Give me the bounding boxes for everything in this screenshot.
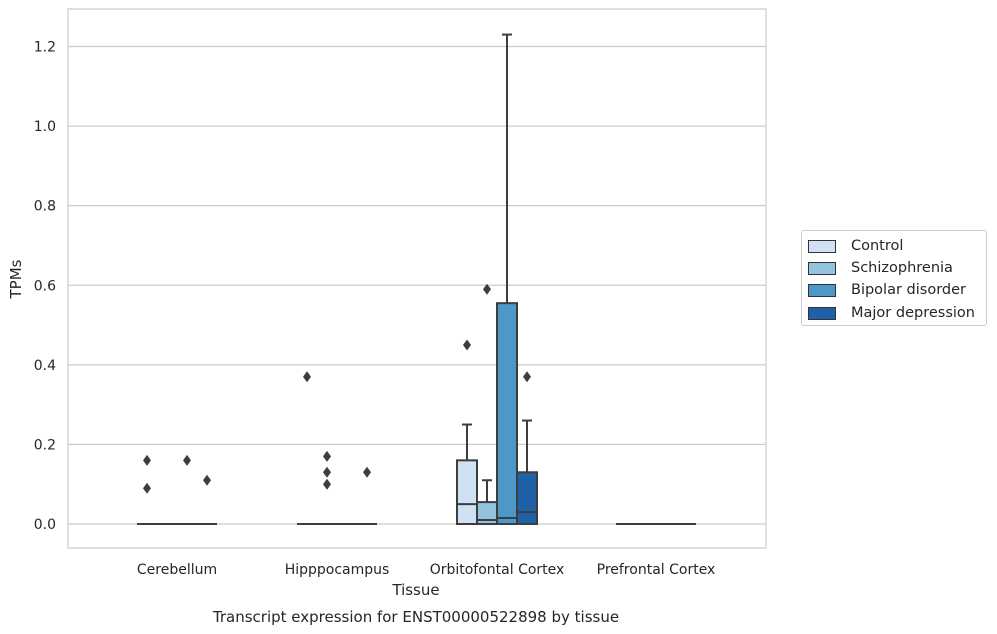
gridlines [68,45,766,525]
outlier-point [303,371,311,383]
outlier-point [523,371,531,383]
y-axis-label: TPMs [7,259,25,299]
legend-swatch [808,261,836,275]
outlier-point [483,283,491,295]
box-control-0 [137,454,157,525]
outlier-point [323,466,331,478]
box-bipolar-disorder-2 [496,33,518,525]
legend-item-control: Control [808,236,903,256]
y-tick-label: 1.0 [34,119,56,135]
box-bipolar-disorder-0 [177,454,197,525]
outlier-point [143,454,151,466]
outlier-point [203,474,211,486]
outlier-point [323,450,331,462]
y-tick-label: 0.6 [34,278,56,294]
legend-label: Control [851,238,904,254]
legend-label: Bipolar disorder [851,282,966,298]
chart-title: Transcript expression for ENST0000052289… [212,608,619,626]
legend-item-major-depression: Major depression [808,303,975,323]
y-tick-label: 0.0 [34,517,56,533]
y-tick-label: 0.4 [34,358,56,374]
x-axis-ticks: Cerebellum Hipppocampus Orbitofontal Corte… [137,562,715,578]
legend: Control Schizophrenia Bipolar disorder M… [801,230,987,326]
x-axis-label: Tissue [391,581,439,599]
legend-swatch [808,306,836,320]
legend-label: Major depression [851,305,975,321]
x-tick-label: Hipppocampus [285,562,390,578]
outlier-point [463,339,471,351]
box-body [516,471,538,526]
x-tick-label: Prefrontal Cortex [597,562,716,578]
y-tick-label: 1.2 [34,40,56,56]
outlier-point [183,454,191,466]
x-tick-label: Cerebellum [137,562,217,578]
y-tick-label: 0.8 [34,199,56,215]
outlier-point [323,478,331,490]
legend-swatch [808,239,836,253]
box-major-depression-1 [357,466,377,525]
outlier-point [143,482,151,494]
legend-swatch [808,283,836,297]
y-axis-ticks: 0.0 0.2 0.4 0.6 0.8 1.0 1.2 [34,40,56,534]
x-tick-label: Orbitofontal Cortex [430,562,565,578]
box-schizophrenia-1 [317,450,337,525]
box-major-depression-0 [197,474,217,525]
box-control-2 [456,339,478,526]
legend-item-bipolar-disorder: Bipolar disorder [808,280,966,300]
box-plot-marks [137,33,696,526]
box-schizophrenia-2 [476,283,498,526]
legend-item-schizophrenia: Schizophrenia [808,258,953,278]
outlier-point [363,466,371,478]
box-major-depression-2 [516,371,538,526]
box-control-1 [297,371,317,525]
box-body [496,302,518,525]
plot-area-frame [67,8,767,549]
box-body [456,459,478,526]
y-tick-label: 0.2 [34,437,56,453]
legend-label: Schizophrenia [851,260,953,276]
